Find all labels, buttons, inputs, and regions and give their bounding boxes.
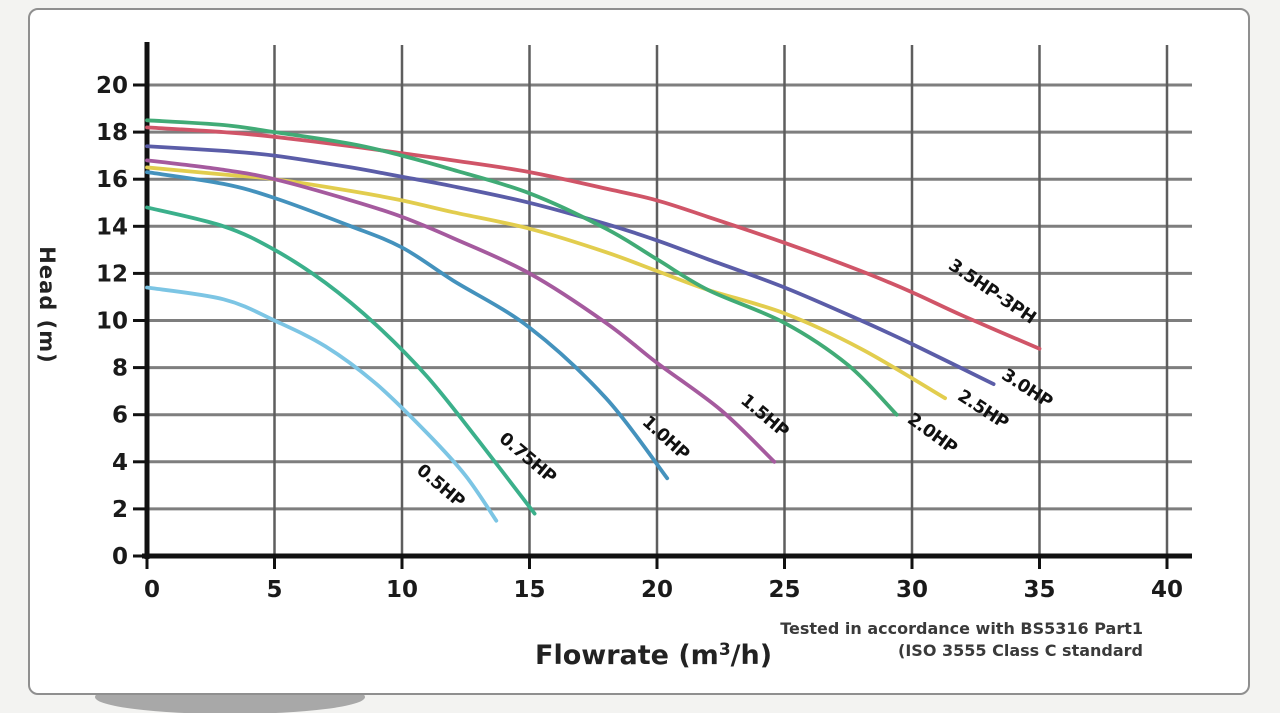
chart-card bbox=[28, 8, 1250, 695]
curve-1.0HP bbox=[145, 170, 670, 481]
curve-2.0HP bbox=[145, 118, 899, 417]
test-standard-note-line1: Tested in accordance with BS5316 Part1 bbox=[780, 619, 1143, 638]
x-tick-label: 25 bbox=[768, 577, 800, 603]
test-standard-note-line2: (ISO 3555 Class C standard bbox=[898, 641, 1143, 660]
y-tick-label: 14 bbox=[96, 214, 128, 240]
curve-0.5HP bbox=[145, 285, 499, 523]
y-tick-label: 4 bbox=[112, 450, 128, 476]
curve-0.75HP bbox=[145, 205, 537, 516]
y-tick-label: 10 bbox=[96, 309, 128, 335]
curve-label-0.75HP: 0.75HP bbox=[495, 429, 560, 488]
y-tick-label: 0 bbox=[112, 544, 128, 570]
x-tick-label: 35 bbox=[1023, 577, 1055, 603]
curve-1.5HP bbox=[145, 158, 777, 464]
y-tick-label: 18 bbox=[96, 120, 128, 146]
x-tick-label: 40 bbox=[1151, 577, 1183, 603]
x-axis-title-superscript: 3 bbox=[718, 640, 731, 660]
x-tick-label: 15 bbox=[513, 577, 545, 603]
x-tick-label: 5 bbox=[266, 577, 282, 603]
x-axis-title-suffix: /h) bbox=[730, 640, 773, 671]
curve-label-3.5HP-3PH: 3.5HP-3PH bbox=[945, 255, 1040, 328]
x-tick-label: 30 bbox=[896, 577, 928, 603]
y-tick-label: 16 bbox=[96, 167, 128, 193]
y-tick-label: 20 bbox=[96, 73, 128, 99]
curve-label-2.5HP: 2.5HP bbox=[954, 386, 1012, 434]
curve-label-1.0HP: 1.0HP bbox=[638, 412, 693, 465]
curve-3.5HP-3PH bbox=[145, 125, 1042, 351]
x-tick-label: 20 bbox=[641, 577, 673, 603]
y-tick-label: 8 bbox=[112, 356, 128, 382]
x-tick-label: 0 bbox=[144, 577, 160, 603]
x-axis-title: Flowrate (m3/h) bbox=[535, 640, 772, 671]
x-axis-title-prefix: Flowrate (m bbox=[535, 640, 719, 671]
x-tick-label: 10 bbox=[386, 577, 418, 603]
curve-label-3.0HP: 3.0HP bbox=[998, 365, 1056, 413]
y-axis-title: Head (m) bbox=[35, 246, 59, 364]
y-tick-label: 2 bbox=[112, 497, 128, 523]
y-tick-label: 6 bbox=[112, 403, 128, 429]
test-standard-note: Tested in accordance with BS5316 Part1 (… bbox=[780, 618, 1143, 662]
y-tick-label: 12 bbox=[96, 261, 128, 287]
